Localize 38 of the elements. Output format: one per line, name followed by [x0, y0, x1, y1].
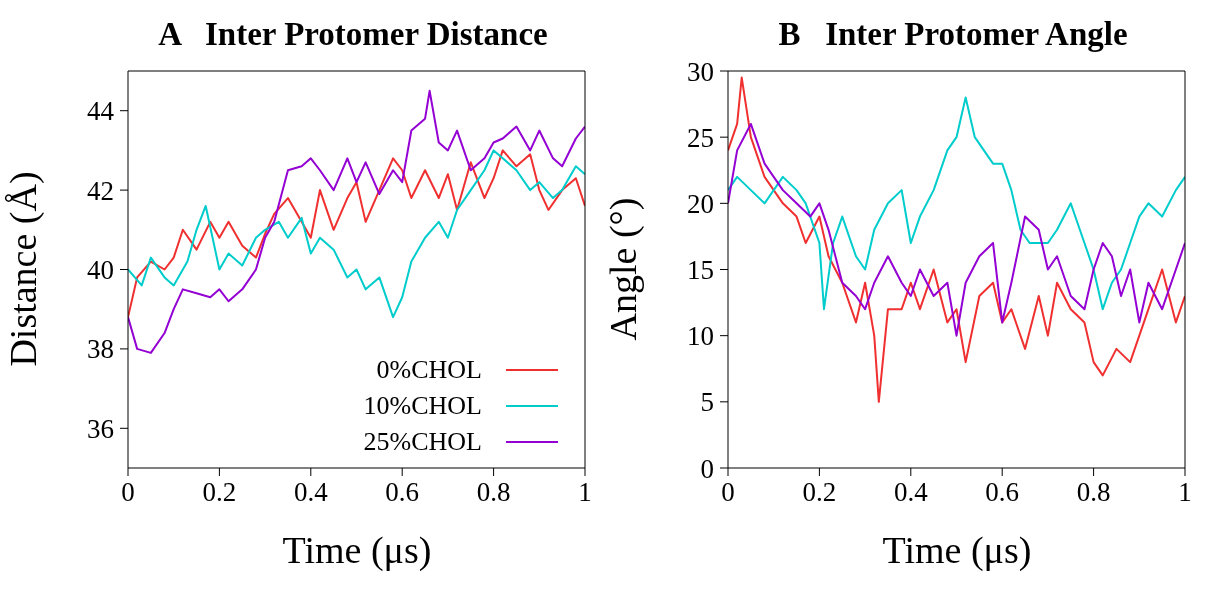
- x-tick-label: 0: [721, 477, 735, 508]
- line-series: [128, 149, 585, 319]
- legend-label: 0%CHOL: [376, 354, 482, 386]
- x-tick-label: 1: [578, 477, 592, 508]
- x-axis-title: Time (μs): [281, 528, 433, 572]
- x-axis-title: Time (μs): [881, 528, 1033, 572]
- line-series: [728, 76, 1185, 403]
- chart-title: A Inter Protomer Distance: [157, 16, 549, 53]
- chart-title: B Inter Protomer Angle: [777, 16, 1129, 53]
- x-tick-label: 0.6: [985, 477, 1020, 508]
- y-tick-label: 5: [700, 387, 714, 418]
- x-tick-label: 0.2: [802, 477, 837, 508]
- line-series: [728, 122, 1185, 337]
- legend-label: 25%CHOL: [363, 426, 482, 458]
- legend-label: 10%CHOL: [363, 390, 482, 422]
- x-tick-label: 0: [121, 477, 135, 508]
- x-tick-label: 0.8: [476, 477, 511, 508]
- y-tick-label: 30: [687, 56, 714, 87]
- x-tick-label: 0.4: [293, 477, 329, 508]
- y-tick-label: 15: [687, 255, 714, 286]
- y-tick-label: 0: [700, 453, 714, 484]
- x-tick-label: 0.6: [385, 477, 420, 508]
- y-tick-label: 42: [87, 175, 114, 206]
- y-tick-label: 44: [87, 96, 115, 127]
- y-axis-title: Distance (Å): [1, 171, 45, 367]
- y-tick-label: 40: [87, 255, 114, 286]
- x-tick-label: 0.8: [1076, 477, 1111, 508]
- y-tick-label: 38: [87, 334, 114, 365]
- y-tick-label: 10: [687, 321, 714, 352]
- y-tick-label: 20: [687, 188, 714, 219]
- x-tick-label: 0.2: [202, 477, 237, 508]
- y-tick-label: 36: [87, 413, 114, 444]
- y-tick-label: 25: [687, 122, 714, 153]
- x-tick-label: 1: [1178, 477, 1192, 508]
- line-series: [728, 96, 1185, 311]
- y-axis-title: Angle (°): [601, 197, 645, 341]
- x-tick-label: 0.4: [893, 477, 929, 508]
- line-series: [128, 89, 585, 354]
